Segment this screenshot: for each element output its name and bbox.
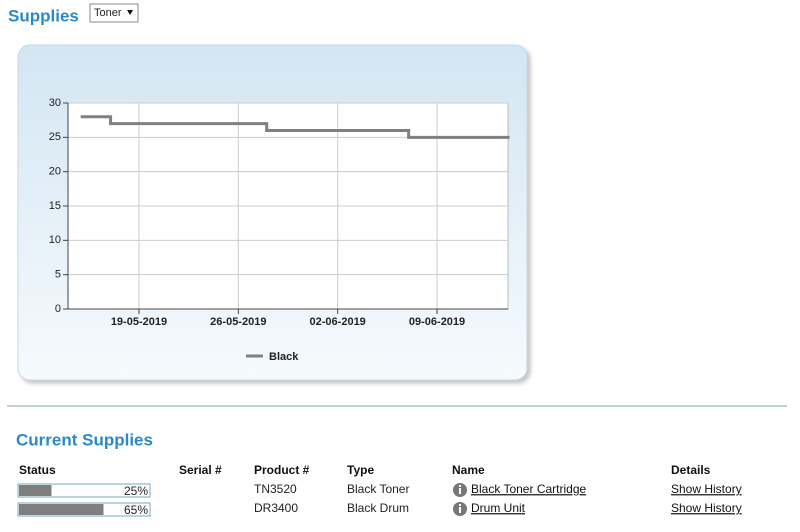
column-header: Status: [19, 463, 56, 477]
page-title: Supplies: [8, 6, 79, 25]
column-header: Type: [347, 463, 374, 477]
select-box[interactable]: [89, 3, 139, 23]
x-tick-label: 26-05-2019: [210, 316, 266, 328]
column-header: Name: [452, 463, 485, 477]
status-label: 25%: [124, 484, 148, 498]
x-tick-label: 09-06-2019: [409, 316, 465, 328]
y-tick-label: 25: [49, 131, 61, 143]
y-tick-label: 20: [49, 166, 61, 178]
status-label: 65%: [124, 503, 148, 517]
supply-type: Black Toner: [347, 482, 409, 496]
select-arrow: [127, 10, 133, 15]
x-tick-label: 02-06-2019: [310, 316, 366, 328]
supply-type: Black Drum: [347, 501, 409, 515]
info-icon-mark: [459, 488, 461, 494]
select-value[interactable]: Toner: [94, 7, 122, 19]
supply-name-link[interactable]: Black Toner Cartridge: [471, 482, 586, 496]
history-link[interactable]: Show History: [671, 482, 742, 496]
y-tick-label: 10: [49, 234, 61, 246]
legend-label: Black: [269, 351, 299, 363]
status-bar: [19, 504, 104, 515]
supply-name-link[interactable]: Drum Unit: [471, 501, 526, 515]
y-tick-label: 30: [49, 97, 61, 109]
select[interactable]: Toner: [89, 3, 139, 23]
y-tick-label: 0: [55, 303, 61, 315]
product-number: TN3520: [254, 482, 297, 496]
column-header: Serial #: [179, 463, 222, 477]
column-header: Product #: [254, 463, 310, 477]
history-link[interactable]: Show History: [671, 501, 742, 515]
y-tick-label: 15: [49, 200, 61, 212]
info-icon-mark: [459, 507, 461, 513]
section-title: Current Supplies: [16, 430, 153, 449]
info-icon-dot: [459, 485, 461, 487]
y-tick-label: 5: [55, 269, 61, 281]
column-header: Details: [671, 463, 711, 477]
info-icon-dot: [459, 504, 461, 506]
status-bar: [19, 485, 52, 496]
product-number: DR3400: [254, 501, 298, 515]
x-tick-label: 19-05-2019: [111, 316, 167, 328]
